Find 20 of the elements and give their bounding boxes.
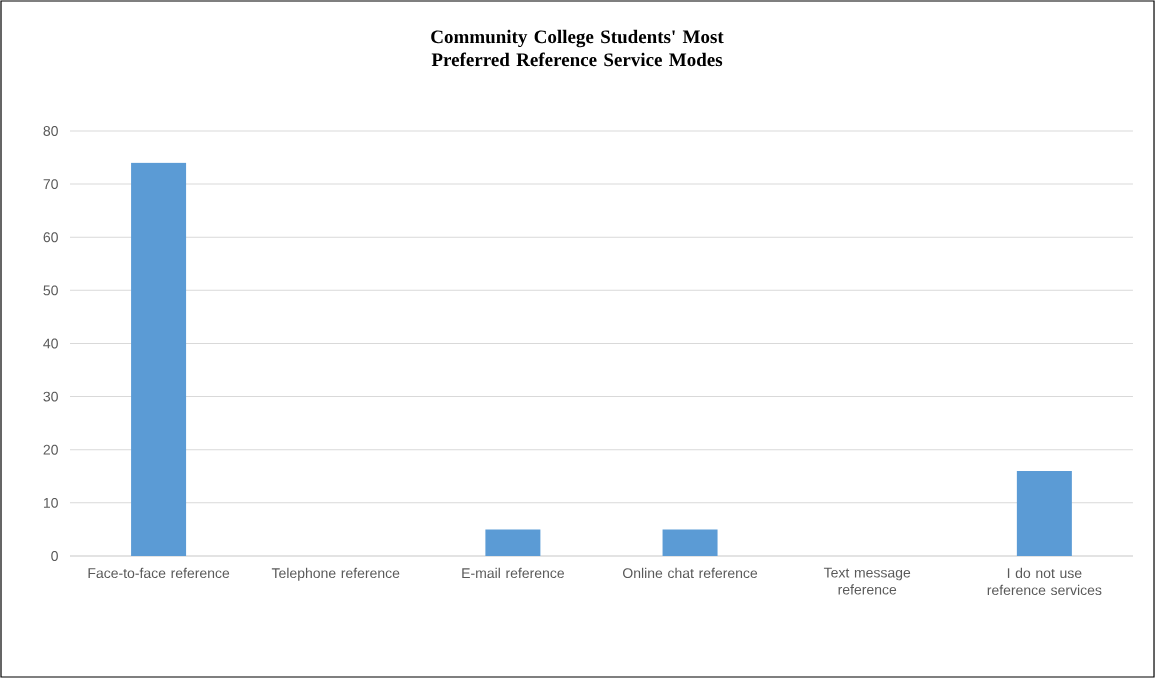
bar: [131, 162, 187, 556]
bar: [1016, 471, 1072, 556]
x-tick-label: Online chat reference: [623, 567, 758, 579]
chart-title: Community College Students' Most Preferred Reference Service Modes: [431, 29, 724, 67]
y-tick-label: 70: [43, 179, 58, 190]
y-tick-label: 80: [43, 126, 58, 136]
x-tick-label: Telephone reference: [271, 567, 400, 581]
bar: [662, 529, 718, 556]
x-tick-label: Text message reference: [823, 567, 911, 595]
x-tick-label: Face-to-face reference: [88, 567, 230, 579]
y-tick-label: 0: [51, 551, 58, 561]
y-tick-label: 50: [43, 285, 58, 296]
y-tick-label: 20: [43, 444, 58, 455]
x-tick-label: E-mail reference: [462, 567, 564, 579]
y-tick-label: 30: [43, 391, 58, 402]
x-tick-label: I do not use reference services: [987, 567, 1102, 596]
bar: [485, 529, 541, 556]
y-tick-label: 10: [43, 497, 58, 508]
y-tick-label: 60: [43, 232, 58, 243]
y-tick-label: 40: [43, 338, 58, 349]
